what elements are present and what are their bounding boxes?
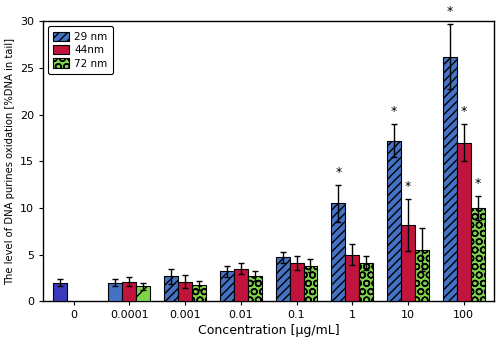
Bar [122,282,136,301]
Bar [276,257,289,301]
Bar [52,283,66,301]
Bar [290,263,304,301]
Bar [401,225,415,301]
Text: *: * [391,105,397,118]
Bar [108,283,122,301]
Text: *: * [460,105,467,118]
Text: *: * [405,180,411,193]
Text: *: * [474,177,481,190]
Legend: 29 nm, 44nm, 72 nm: 29 nm, 44nm, 72 nm [48,26,112,74]
Bar [415,250,429,301]
Bar [220,271,234,301]
Bar [457,143,471,301]
Bar [136,286,150,301]
Bar [248,276,262,301]
Bar [234,269,248,301]
X-axis label: Concentration [µg/mL]: Concentration [µg/mL] [198,324,340,338]
Bar [360,263,373,301]
Bar [178,282,192,301]
Bar [471,208,484,301]
Bar [443,57,457,301]
Bar [304,266,318,301]
Bar [164,276,178,301]
Bar [346,255,360,301]
Bar [192,285,206,301]
Bar [387,141,401,301]
Text: *: * [335,166,342,179]
Text: *: * [446,5,453,19]
Y-axis label: The level of DNA purines oxidation [%DNA in tail]: The level of DNA purines oxidation [%DNA… [6,38,16,285]
Bar [332,203,345,301]
